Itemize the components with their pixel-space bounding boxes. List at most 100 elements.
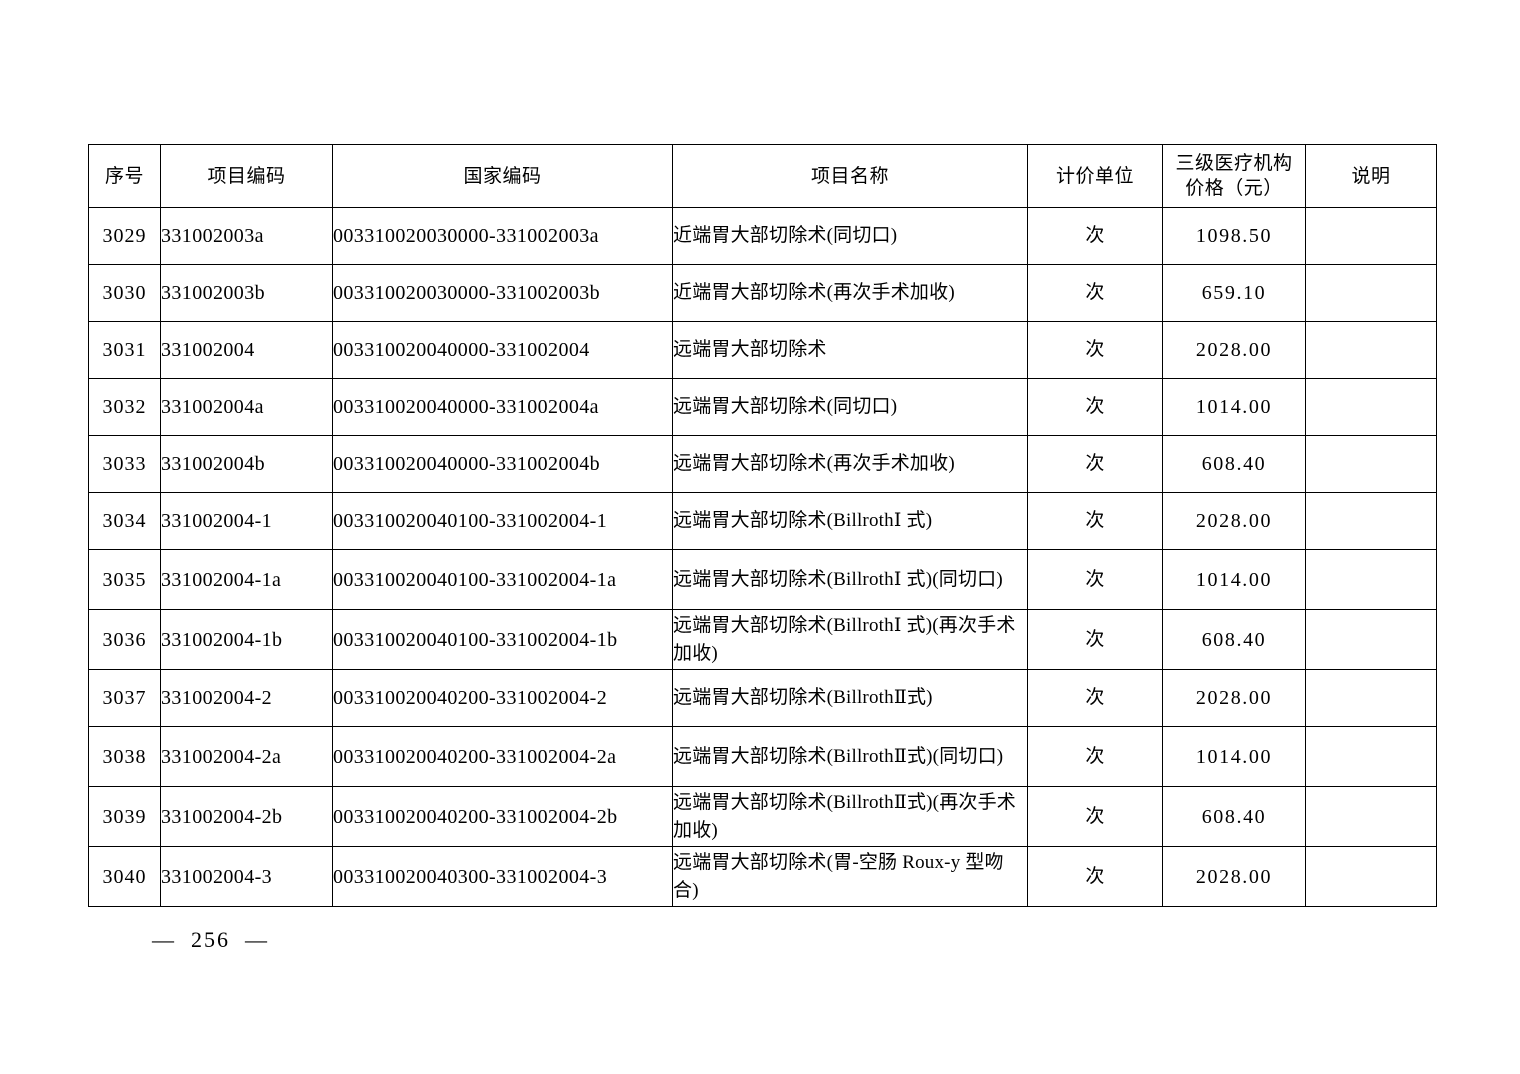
cell-price: 659.10 bbox=[1162, 264, 1306, 322]
cell-note bbox=[1305, 609, 1437, 670]
cell-seq: 3033 bbox=[88, 435, 161, 493]
cell-item-code: 331002004-2a bbox=[160, 726, 333, 787]
page-number: — 256 — bbox=[152, 927, 269, 952]
column-header-seq: 序号 bbox=[88, 144, 161, 208]
cell-item-code: 331002004a bbox=[160, 378, 333, 436]
cell-seq: 3035 bbox=[88, 549, 161, 610]
cell-national-code: 003310020040000-331002004b bbox=[332, 435, 673, 493]
cell-price: 1014.00 bbox=[1162, 726, 1306, 787]
cell-note bbox=[1305, 207, 1437, 265]
cell-seq: 3029 bbox=[88, 207, 161, 265]
column-header-seq-label: 序号 bbox=[104, 165, 144, 187]
cell-national-code: 003310020040200-331002004-2a bbox=[332, 726, 673, 787]
table-header: 序号 项目编码 国家编码 项目名称 计价单位 三级医疗机构 bbox=[88, 144, 1437, 208]
column-header-price-label-line1: 三级医疗机构 bbox=[1175, 153, 1293, 174]
column-header-code: 项目编码 bbox=[160, 144, 333, 208]
table-row: 3040 331002004-3 003310020040300-3310020… bbox=[88, 846, 1437, 907]
cell-seq: 3040 bbox=[88, 846, 161, 907]
cell-item-name: 远端胃大部切除术 bbox=[672, 321, 1028, 379]
cell-price: 1014.00 bbox=[1162, 378, 1306, 436]
cell-item-code: 331002003a bbox=[160, 207, 333, 265]
cell-item-code: 331002004-1 bbox=[160, 492, 333, 550]
cell-national-code: 003310020040200-331002004-2b bbox=[332, 786, 673, 847]
cell-item-name: 远端胃大部切除术(BillrothⅠ 式)(再次手术加收) bbox=[672, 609, 1028, 670]
cell-seq: 3036 bbox=[88, 609, 161, 670]
column-header-unit: 计价单位 bbox=[1027, 144, 1163, 208]
table-row: 3032 331002004a 003310020040000-33100200… bbox=[88, 378, 1437, 436]
cell-national-code: 003310020030000-331002003b bbox=[332, 264, 673, 322]
cell-unit: 次 bbox=[1027, 264, 1163, 322]
table-row: 3033 331002004b 003310020040000-33100200… bbox=[88, 435, 1437, 493]
cell-unit: 次 bbox=[1027, 207, 1163, 265]
column-header-item-name-label: 项目名称 bbox=[810, 165, 889, 187]
cell-national-code: 003310020040100-331002004-1b bbox=[332, 609, 673, 670]
cell-national-code: 003310020030000-331002003a bbox=[332, 207, 673, 265]
table-row: 3034 331002004-1 003310020040100-3310020… bbox=[88, 492, 1437, 550]
table-row: 3038 331002004-2a 003310020040200-331002… bbox=[88, 726, 1437, 787]
cell-price: 2028.00 bbox=[1162, 492, 1306, 550]
column-header-item-name: 项目名称 bbox=[672, 144, 1028, 208]
cell-unit: 次 bbox=[1027, 669, 1163, 727]
cell-unit: 次 bbox=[1027, 492, 1163, 550]
price-table-container: 序号 项目编码 国家编码 项目名称 计价单位 三级医疗机构 bbox=[88, 144, 1437, 907]
cell-seq: 3037 bbox=[88, 669, 161, 727]
column-header-unit-label: 计价单位 bbox=[1055, 165, 1134, 187]
table-body: 3029 331002003a 003310020030000-33100200… bbox=[88, 207, 1437, 907]
cell-item-name: 远端胃大部切除术(胃-空肠 Roux-y 型吻合) bbox=[672, 846, 1028, 907]
cell-item-name: 远端胃大部切除术(BillrothⅡ式)(同切口) bbox=[672, 726, 1028, 787]
cell-item-code: 331002004-2 bbox=[160, 669, 333, 727]
cell-item-code: 331002004-2b bbox=[160, 786, 333, 847]
table-row: 3039 331002004-2b 003310020040200-331002… bbox=[88, 786, 1437, 847]
cell-item-name: 远端胃大部切除术(BillrothⅠ 式) bbox=[672, 492, 1028, 550]
cell-item-name: 远端胃大部切除术(BillrothⅡ式)(再次手术加收) bbox=[672, 786, 1028, 847]
column-header-note: 说明 bbox=[1305, 144, 1437, 208]
cell-price: 608.40 bbox=[1162, 435, 1306, 493]
cell-price: 2028.00 bbox=[1162, 669, 1306, 727]
table-row: 3037 331002004-2 003310020040200-3310020… bbox=[88, 669, 1437, 727]
cell-item-name: 远端胃大部切除术(BillrothⅡ式) bbox=[672, 669, 1028, 727]
cell-unit: 次 bbox=[1027, 846, 1163, 907]
cell-note bbox=[1305, 264, 1437, 322]
cell-note bbox=[1305, 669, 1437, 727]
cell-price: 608.40 bbox=[1162, 786, 1306, 847]
cell-national-code: 003310020040000-331002004a bbox=[332, 378, 673, 436]
cell-item-code: 331002004-3 bbox=[160, 846, 333, 907]
cell-price: 1014.00 bbox=[1162, 549, 1306, 610]
cell-note bbox=[1305, 435, 1437, 493]
cell-national-code: 003310020040100-331002004-1a bbox=[332, 549, 673, 610]
table-row: 3036 331002004-1b 003310020040100-331002… bbox=[88, 609, 1437, 670]
cell-unit: 次 bbox=[1027, 378, 1163, 436]
cell-national-code: 003310020040000-331002004 bbox=[332, 321, 673, 379]
cell-national-code: 003310020040300-331002004-3 bbox=[332, 846, 673, 907]
cell-item-code: 331002004-1a bbox=[160, 549, 333, 610]
cell-unit: 次 bbox=[1027, 609, 1163, 670]
cell-item-name: 远端胃大部切除术(同切口) bbox=[672, 378, 1028, 436]
cell-note bbox=[1305, 726, 1437, 787]
column-header-national-code-label: 国家编码 bbox=[463, 165, 542, 187]
column-header-price: 三级医疗机构 价格（元） bbox=[1162, 144, 1306, 208]
cell-seq: 3032 bbox=[88, 378, 161, 436]
table-header-row: 序号 项目编码 国家编码 项目名称 计价单位 三级医疗机构 bbox=[88, 144, 1437, 208]
cell-seq: 3031 bbox=[88, 321, 161, 379]
column-header-code-label: 项目编码 bbox=[207, 165, 286, 187]
cell-price: 2028.00 bbox=[1162, 846, 1306, 907]
cell-note bbox=[1305, 549, 1437, 610]
table-row: 3029 331002003a 003310020030000-33100200… bbox=[88, 207, 1437, 265]
column-header-price-label-line2: 价格（元） bbox=[1185, 178, 1283, 199]
cell-item-code: 331002004-1b bbox=[160, 609, 333, 670]
cell-note bbox=[1305, 492, 1437, 550]
cell-note bbox=[1305, 846, 1437, 907]
cell-item-code: 331002004b bbox=[160, 435, 333, 493]
cell-note bbox=[1305, 321, 1437, 379]
cell-unit: 次 bbox=[1027, 549, 1163, 610]
cell-unit: 次 bbox=[1027, 726, 1163, 787]
cell-seq: 3030 bbox=[88, 264, 161, 322]
cell-seq: 3039 bbox=[88, 786, 161, 847]
cell-seq: 3034 bbox=[88, 492, 161, 550]
cell-unit: 次 bbox=[1027, 321, 1163, 379]
cell-item-code: 331002004 bbox=[160, 321, 333, 379]
cell-unit: 次 bbox=[1027, 435, 1163, 493]
cell-unit: 次 bbox=[1027, 786, 1163, 847]
cell-item-name: 远端胃大部切除术(再次手术加收) bbox=[672, 435, 1028, 493]
